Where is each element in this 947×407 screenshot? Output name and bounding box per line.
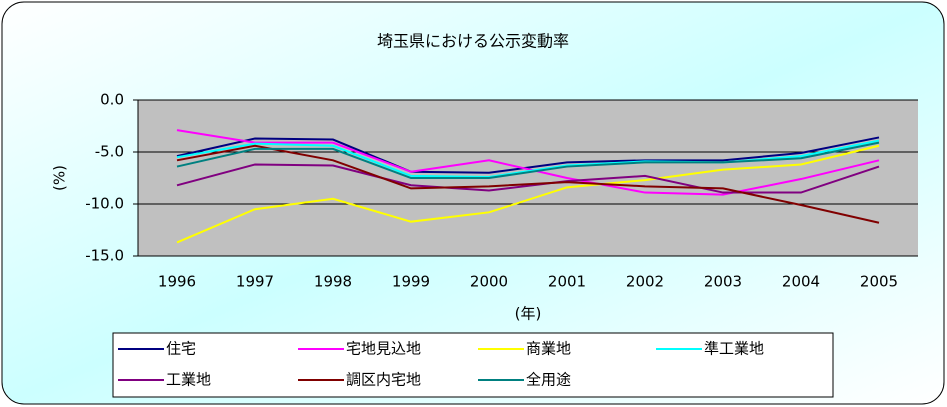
y-axis-label: (%): [51, 165, 69, 191]
x-tick-label: 1998: [314, 273, 352, 291]
x-tick-label: 1999: [392, 273, 430, 291]
legend-label: 商業地: [526, 340, 571, 358]
x-tick-label: 2003: [704, 273, 742, 291]
legend-label: 住宅: [166, 340, 196, 358]
x-tick-label: 2005: [860, 273, 898, 291]
legend-label: 宅地見込地: [346, 340, 421, 358]
x-tick-label: 1996: [158, 273, 196, 291]
x-tick-label: 2004: [782, 273, 820, 291]
y-tick-label: -15.0: [85, 247, 124, 265]
series-line: [176, 141, 880, 179]
x-tick-label: 2001: [548, 273, 586, 291]
y-tick-label: -5.0: [95, 143, 124, 161]
legend: [112, 332, 834, 398]
series-line: [176, 144, 880, 244]
x-tick-label: 2002: [626, 273, 664, 291]
series-line: [176, 163, 880, 194]
x-tick-label: 1997: [236, 273, 274, 291]
plot-area: [138, 100, 918, 256]
series-line: [176, 144, 880, 224]
y-tick-label: 0.0: [100, 91, 124, 109]
chart-title: 埼玉県における公示変動率: [377, 32, 569, 51]
legend-label: 全用途: [526, 371, 571, 389]
legend-label: 調区内宅地: [346, 371, 421, 389]
series-line: [176, 129, 880, 196]
series-line: [176, 136, 880, 174]
y-tick-label: -10.0: [85, 195, 124, 213]
legend-label: 工業地: [166, 371, 211, 389]
series-line: [176, 139, 880, 178]
x-axis-label: (年): [515, 305, 542, 323]
legend-label: 準工業地: [704, 340, 764, 358]
x-tick-label: 2000: [470, 273, 508, 291]
